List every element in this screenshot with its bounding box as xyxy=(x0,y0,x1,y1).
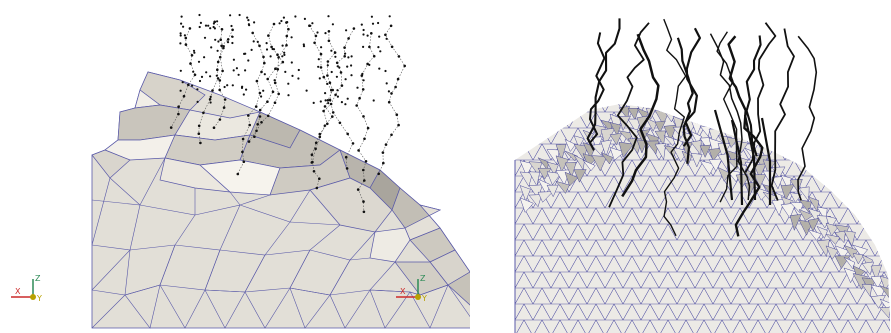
x-axis-label: X xyxy=(400,287,406,296)
y-axis-label: Y xyxy=(36,294,42,303)
fine-surface-facets xyxy=(519,106,890,333)
coarse-mesh-view: Z X Y Z X Y xyxy=(11,13,470,329)
axis-triad-bottom-right: Z X Y xyxy=(396,274,427,303)
root-system-points xyxy=(169,13,407,214)
axis-triad-bottom-left: Z X Y xyxy=(11,274,42,303)
z-axis-label: Z xyxy=(420,274,426,283)
right-panel-fine-mesh xyxy=(470,0,891,333)
left-panel-coarse-mesh: Z X Y Z X Y xyxy=(11,13,470,329)
y-axis-icon xyxy=(30,294,36,300)
front-triangulation xyxy=(91,157,470,329)
z-axis-label: Z xyxy=(35,274,41,283)
fine-mesh-body xyxy=(515,104,890,333)
root-system-lines xyxy=(586,18,818,237)
y-axis-icon xyxy=(415,294,421,300)
y-axis-label: Y xyxy=(421,294,427,303)
x-axis-label: X xyxy=(15,287,21,296)
fine-mesh-view xyxy=(514,18,890,333)
surface-facets xyxy=(91,71,470,306)
